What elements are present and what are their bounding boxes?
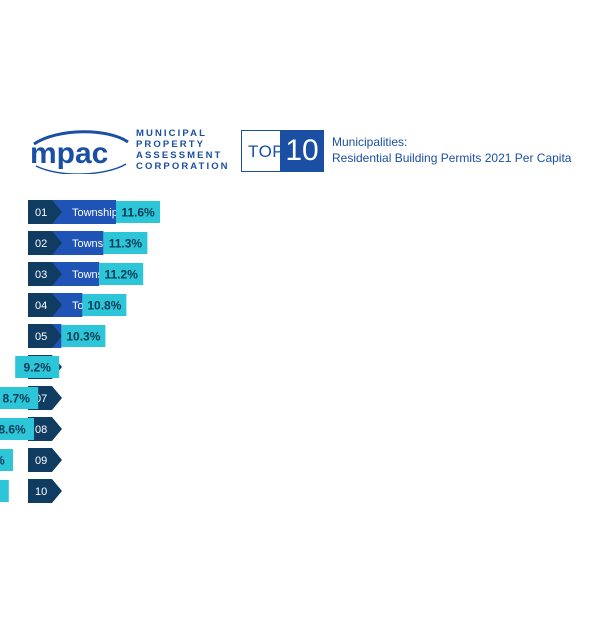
value-box	[103, 232, 148, 254]
category-label: Town of Blue Mountains	[72, 486, 189, 498]
value-box	[0, 449, 13, 471]
rank-label: 02	[35, 238, 47, 250]
rank-label: 03	[35, 269, 47, 281]
rank-box	[28, 262, 62, 286]
rank-box	[28, 324, 62, 348]
category-label: Municipality of Dutton/Dunwich	[72, 331, 222, 343]
rank-box	[28, 200, 62, 224]
category-label: Township of Puslinch	[72, 393, 175, 405]
value-box	[116, 201, 160, 223]
category-label: Township of Champlain	[72, 362, 186, 374]
value-label: 11.6%	[121, 206, 155, 220]
header: mpac MUNICIPAL PROPERTY ASSESSMENT CORPO…	[0, 118, 600, 188]
top10-badge: TOP 10	[241, 130, 324, 172]
value-label: 9.2%	[24, 361, 52, 375]
top10-number: 10	[280, 131, 324, 171]
top10-label: TOP	[248, 142, 285, 161]
value-box	[61, 325, 106, 347]
value-box	[82, 294, 127, 316]
category-label: Township of Asphodel-Norwood	[72, 424, 226, 436]
rank-label: 10	[35, 486, 47, 498]
value-box	[0, 387, 39, 409]
value-box	[0, 418, 34, 440]
rank-box	[28, 293, 62, 317]
logo-name-line: ASSESSMENT	[136, 150, 223, 161]
rank-label: 01	[35, 207, 47, 219]
mpac-logo: mpac	[30, 130, 129, 174]
value-label: 8.1%	[0, 454, 5, 468]
chart-title: Municipalities: Residential Building Per…	[332, 134, 571, 166]
logo-name-line: MUNICIPAL	[136, 128, 207, 139]
rank-label: 04	[35, 300, 47, 312]
value-label: 8.0%	[0, 485, 1, 499]
logo-name-line: PROPERTY	[136, 139, 206, 150]
chart-title-line: Municipalities:	[332, 135, 408, 149]
rank-label: 09	[35, 455, 47, 467]
logo-wordmark: mpac	[30, 137, 108, 170]
rank-box	[28, 417, 62, 441]
rank-label: 05	[35, 331, 47, 343]
value-box	[99, 263, 144, 285]
logo-name-line: CORPORATION	[136, 161, 230, 172]
rank-label: 08	[35, 424, 47, 436]
value-label: 11.2%	[105, 268, 139, 282]
value-box	[15, 356, 60, 378]
value-label: 8.6%	[0, 423, 26, 437]
rank-box	[28, 479, 62, 503]
category-label: Town of Espanola	[72, 455, 160, 467]
value-box	[0, 480, 9, 502]
value-label: 8.7%	[3, 392, 31, 406]
value-label: 11.3%	[109, 237, 143, 251]
chart-title-line: Residential Building Permits 2021 Per Ca…	[332, 151, 572, 165]
rank-box	[28, 448, 62, 472]
value-label: 10.8%	[87, 299, 121, 313]
logo-organization-name: MUNICIPAL PROPERTY ASSESSMENT CORPORATIO…	[136, 128, 230, 172]
value-label: 10.3%	[66, 330, 100, 344]
rank-box	[28, 231, 62, 255]
